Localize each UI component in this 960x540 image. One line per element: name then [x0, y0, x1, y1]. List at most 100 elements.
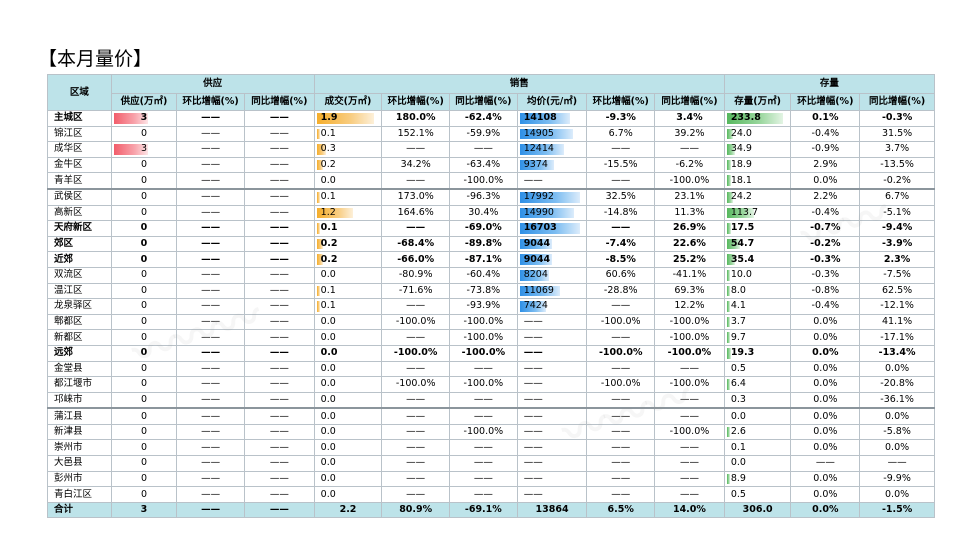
cell-value: 0.0%	[790, 360, 861, 378]
deal-data-bar	[316, 301, 320, 312]
cell-value: 8.0	[730, 284, 746, 296]
cell-value: ——	[243, 266, 315, 284]
cell-value: ——	[586, 439, 656, 457]
price-bar-cell: 14905	[516, 125, 588, 143]
cell-value: 6.7%	[586, 125, 656, 143]
cell-value: 0	[140, 300, 147, 312]
price-bar-cell: 9044	[516, 251, 588, 268]
cell-value: 3	[110, 501, 178, 519]
stock-bar-cell: 24.2	[723, 187, 792, 206]
cell-value: ——	[243, 360, 315, 378]
cell-value: 14990	[523, 206, 554, 218]
stock-data-bar	[726, 175, 731, 186]
cell-value: 0.0	[730, 410, 746, 422]
cell-value: ——	[243, 220, 315, 237]
supply-bar-cell: 0	[110, 360, 178, 378]
region-name-cell: 金牛区	[47, 156, 112, 174]
price-bar-cell: ——	[516, 455, 588, 472]
table-row: 新津县 0 —— —— 0.0 —— -100.0% —— —— -100.0% 2.6 0.0% -5…	[47, 423, 935, 441]
cell-value: -100.0%	[449, 329, 518, 346]
cell-value: 0.3	[320, 143, 336, 155]
cell-value: 0	[140, 488, 147, 500]
cell-value: 14905	[523, 127, 554, 139]
cell-value: ——	[243, 298, 315, 315]
stock-data-bar	[726, 207, 754, 219]
supply-bar-cell: 0	[110, 439, 178, 457]
cell-value: 0.0%	[790, 486, 861, 503]
supply-bar-cell: 0	[110, 172, 178, 190]
table-row: 新都区 0 —— —— 0.0 —— -100.0% —— —— -100.0% 9.7 0.0% -1…	[47, 329, 935, 346]
table-row: 大邑县 0 —— —— 0.0 —— —— —— —— —— 0.0 —— ——	[47, 455, 935, 472]
cell-value: ——	[381, 439, 451, 457]
deal-data-bar	[316, 191, 320, 203]
supply-bar-cell: 0	[110, 220, 178, 237]
table-row: 武侯区 0 —— —— 0.1 173.0% -96.3% 17992 32.5% 23.1% 24…	[47, 187, 935, 206]
stock-data-bar	[726, 347, 731, 359]
cell-value: ——	[381, 423, 451, 441]
stock-data-bar	[726, 426, 730, 438]
cell-value: -0.4%	[790, 298, 861, 315]
supply-bar-cell: 0	[110, 470, 178, 488]
cell-value: 0.0	[320, 472, 336, 484]
cell-value: -62.4%	[449, 110, 518, 127]
cell-value: ——	[586, 360, 656, 378]
region-name-cell: 高新区	[47, 204, 112, 222]
cell-value: -14.8%	[586, 204, 656, 222]
price-bar-cell: 9044	[516, 235, 588, 253]
cell-value: ——	[859, 455, 935, 472]
supply-bar-cell: 0	[110, 344, 178, 362]
header-col: 同比增幅(%)	[449, 92, 518, 111]
deal-bar-cell: 0.2	[313, 156, 383, 174]
cell-value: ——	[523, 457, 543, 469]
cell-value: 152.1%	[381, 125, 451, 143]
cell-value: ——	[243, 439, 315, 457]
cell-value: ——	[790, 455, 861, 472]
supply-bar-cell: 0	[110, 235, 178, 253]
table-row: 高新区 0 —— —— 1.2 164.6% 30.4% 14990 -14.8% 11.3% 11…	[47, 204, 935, 222]
stock-data-bar	[726, 144, 735, 155]
cell-value: 11.3%	[654, 204, 725, 222]
cell-value: 0	[140, 410, 147, 422]
region-name-cell: 锦江区	[47, 125, 112, 143]
cell-value: -0.3%	[790, 266, 861, 284]
cell-value: 0.0%	[790, 470, 861, 488]
price-bar-cell: 9374	[516, 156, 588, 174]
stock-data-bar	[726, 379, 730, 390]
cell-value: ——	[381, 360, 451, 378]
header-col: 环比增幅(%)	[586, 92, 656, 111]
price-bar-cell: ——	[516, 172, 588, 190]
cell-value: ——	[176, 407, 245, 425]
cell-value: ——	[243, 486, 315, 503]
cell-value: -17.1%	[859, 329, 935, 346]
table-body: 主城区 3 —— —— 1.9 180.0% -62.4% 14108 -9.3% 3.4% 233…	[47, 110, 935, 519]
table-row: 双流区 0 —— —— 0.0 -80.9% -60.4% 8204 60.6% -41.1% 10…	[47, 266, 935, 284]
cell-value: -93.9%	[449, 298, 518, 315]
cell-value: 2.2	[313, 501, 383, 519]
header-group-stock: 存量	[723, 74, 936, 94]
price-bar-cell: 14108	[516, 110, 588, 127]
cell-value: 164.6%	[381, 204, 451, 222]
cell-value: 0.0%	[859, 439, 935, 457]
deal-bar-cell: 0.2	[313, 251, 383, 268]
cell-value: ——	[586, 391, 656, 409]
deal-data-bar	[316, 285, 320, 297]
cell-value: ——	[176, 486, 245, 503]
stock-bar-cell: 54.7	[723, 235, 792, 253]
table-row: 温江区 0 —— —— 0.1 -71.6% -73.8% 11069 -28.8% 69.3% 8…	[47, 282, 935, 300]
cell-value: -6.2%	[654, 156, 725, 174]
cell-value: 0	[140, 316, 147, 328]
stock-data-bar	[726, 238, 740, 250]
cell-value: ——	[523, 410, 543, 422]
cell-value: 0.3	[730, 393, 746, 405]
cell-value: 35.4	[730, 253, 755, 265]
cell-value: 0	[140, 362, 147, 374]
cell-value: 0.2	[320, 159, 336, 171]
supply-bar-cell: 0	[110, 423, 178, 441]
cell-value: 0.0%	[859, 486, 935, 503]
cell-value: 14.0%	[654, 501, 725, 519]
cell-value: 6.4	[730, 378, 746, 390]
cell-value: ——	[243, 282, 315, 300]
stock-bar-cell: 233.8	[723, 110, 792, 127]
cell-value: ——	[176, 376, 245, 393]
cell-value: 0	[140, 238, 148, 250]
